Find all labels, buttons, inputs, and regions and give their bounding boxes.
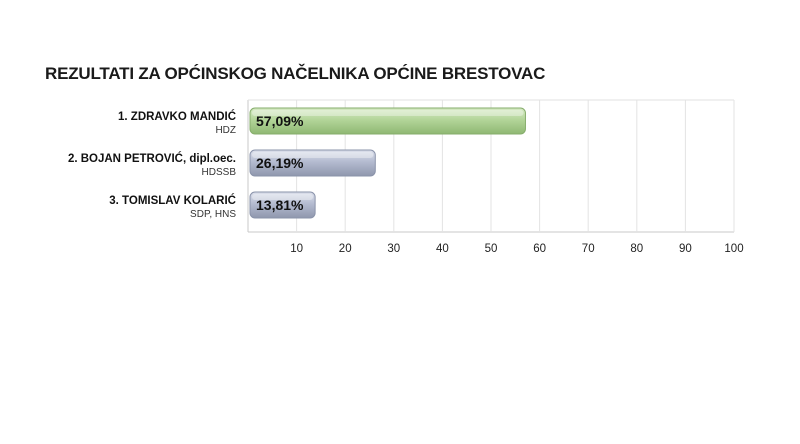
data-label: 57,09% [256, 113, 304, 129]
x-tick-label: 70 [582, 243, 595, 255]
bar-highlight [252, 152, 374, 158]
chart-title: REZULTATI ZA OPĆINSKOG NAČELNIKA OPĆINE … [45, 64, 546, 83]
x-tick-label: 80 [630, 243, 643, 255]
x-tick-label: 50 [485, 243, 498, 255]
bar [249, 149, 376, 177]
x-tick-label: 20 [339, 243, 352, 255]
category-label: 1. ZDRAVKO MANDIĆ [118, 110, 236, 123]
x-tick-label: 90 [679, 243, 692, 255]
x-tick-label: 30 [387, 243, 400, 255]
category-label: 2. BOJAN PETROVIĆ, dipl.oec. [68, 152, 236, 165]
x-tick-label: 40 [436, 243, 449, 255]
bar [249, 107, 526, 135]
x-tick-label: 100 [724, 243, 743, 255]
bar-highlight [252, 110, 524, 116]
x-tick-label: 10 [290, 243, 303, 255]
bar-highlight [252, 194, 314, 200]
category-party-label: SDP, HNS [190, 209, 236, 220]
data-label: 26,19% [256, 155, 304, 171]
category-party-label: HDSSB [202, 167, 237, 178]
category-label: 3. TOMISLAV KOLARIĆ [109, 194, 236, 207]
bar [249, 191, 316, 219]
x-tick-label: 60 [533, 243, 546, 255]
data-label: 13,81% [256, 197, 304, 213]
category-party-label: HDZ [215, 125, 236, 136]
